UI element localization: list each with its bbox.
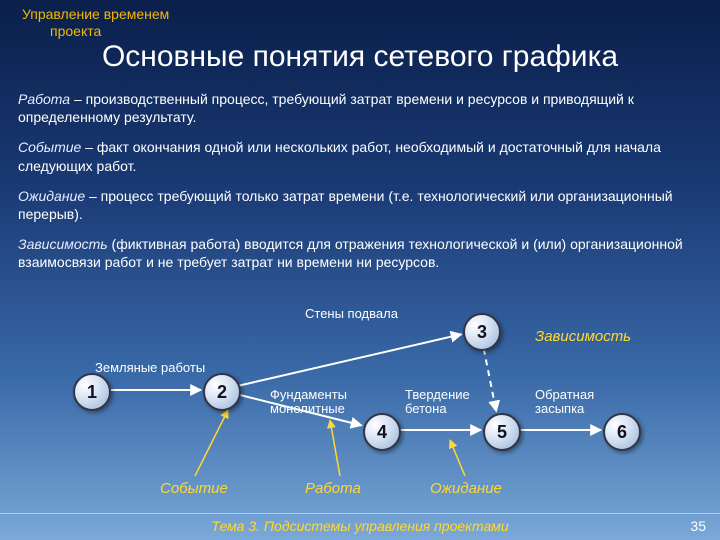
slide-header: Управление временем проекта [22, 6, 169, 40]
node-2: 2 [203, 373, 241, 411]
term: Событие [18, 139, 81, 155]
term-text: (фиктивная работа) вводится для отражени… [18, 236, 683, 270]
node-5: 5 [483, 413, 521, 451]
definition-sobytie: Событие – факт окончания одной или неско… [18, 138, 702, 174]
edge-label: Стены подвала [305, 306, 398, 321]
term: Работа [18, 91, 70, 107]
term-text: – производственный процесс, требующий за… [18, 91, 634, 125]
header-line2: проекта [22, 23, 169, 40]
term-text: – факт окончания одной или нескольких ра… [18, 139, 661, 173]
pointer-label: Ожидание [430, 480, 502, 497]
footer-text: Тема 3. Подсистемы управления проектами [0, 518, 720, 534]
header-line1: Управление временем [22, 6, 169, 23]
term: Зависимость [18, 236, 108, 252]
definition-ozhidanie: Ожидание – процесс требующий только затр… [18, 187, 702, 223]
definitions-block: Работа – производственный процесс, требу… [18, 90, 702, 284]
pointer-line [330, 420, 340, 476]
footer-rule [0, 513, 720, 514]
network-diagram: 1 2 3 4 5 6 Земляные работы Стены подвала Фундам… [60, 300, 680, 500]
edge-label: Зависимость [535, 328, 631, 345]
node-6: 6 [603, 413, 641, 451]
definition-rabota: Работа – производственный процесс, требу… [18, 90, 702, 126]
edge-label: Твердение бетона [405, 388, 495, 417]
slide-title: Основные понятия сетевого графика [0, 40, 720, 74]
node-3: 3 [463, 313, 501, 351]
definition-zavisimost: Зависимость (фиктивная работа) вводится … [18, 235, 702, 271]
node-1: 1 [73, 373, 111, 411]
pointer-label: Событие [160, 480, 228, 497]
pointer-label: Работа [305, 480, 361, 497]
node-4: 4 [363, 413, 401, 451]
pointer-line [195, 410, 228, 476]
edge-label: Фундаменты монолитные [270, 388, 380, 417]
term-text: – процесс требующий только затрат времен… [18, 188, 673, 222]
term: Ожидание [18, 188, 85, 204]
edge-label: Земляные работы [95, 360, 205, 375]
edge-label: Обратная засыпка [535, 388, 625, 417]
pointer-line [450, 440, 465, 476]
page-number: 35 [690, 518, 706, 534]
edge [239, 334, 462, 385]
